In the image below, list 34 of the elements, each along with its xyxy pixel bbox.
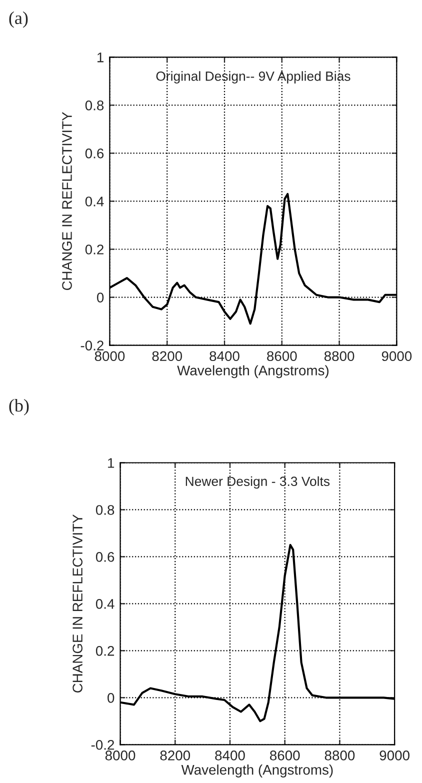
y-tick-label: 0.8 — [96, 505, 114, 515]
x-tick-label: 8800 — [324, 750, 355, 760]
y-tick-label: 0.4 — [96, 599, 114, 609]
x-tick-label: 8800 — [324, 351, 354, 362]
y-tick-label: 1 — [98, 52, 104, 62]
y-tick-label: 0.8 — [85, 100, 104, 110]
y-tick-label: 0.2 — [85, 244, 104, 254]
chart-title: (a) — [9, 11, 28, 28]
y-tick-label: 0 — [108, 692, 114, 703]
y-axis-title: CHANGE IN REFLECTIVITY — [72, 514, 82, 693]
y-tick-label: 0.6 — [85, 148, 104, 158]
y-axis-title: CHANGE IN REFLECTIVITY — [62, 112, 72, 290]
annotation: Original Design-- 9V Applied Bias — [156, 71, 350, 84]
y-tick-label: 1 — [108, 458, 114, 468]
x-tick-label: 8600 — [270, 750, 300, 760]
chart-title: (b) — [9, 398, 29, 416]
x-tick-label: 8400 — [210, 351, 240, 362]
x-tick-label: 8000 — [105, 750, 136, 760]
x-tick-label: 9000 — [382, 351, 412, 362]
y-tick-label: -0.2 — [80, 340, 104, 350]
y-tick-label: 0.2 — [96, 646, 114, 656]
x-tick-label: 8600 — [267, 351, 297, 362]
annotation: Newer Design - 3.3 Volts — [186, 476, 330, 489]
x-tick-label: 8200 — [152, 351, 182, 362]
y-tick-label: -0.2 — [91, 740, 114, 750]
x-tick-label: 9000 — [380, 750, 410, 760]
x-axis-title: Wavelength (Angstroms) — [177, 365, 328, 378]
y-tick-label: 0 — [96, 292, 104, 302]
x-tick-label: 8200 — [160, 750, 190, 760]
y-tick-label: 0.6 — [96, 552, 114, 562]
x-axis-title: Wavelength (Angstroms) — [181, 764, 333, 778]
y-tick-label: 0.4 — [85, 196, 104, 206]
x-tick-label: 8400 — [215, 750, 245, 760]
x-tick-label: 8000 — [94, 351, 125, 362]
